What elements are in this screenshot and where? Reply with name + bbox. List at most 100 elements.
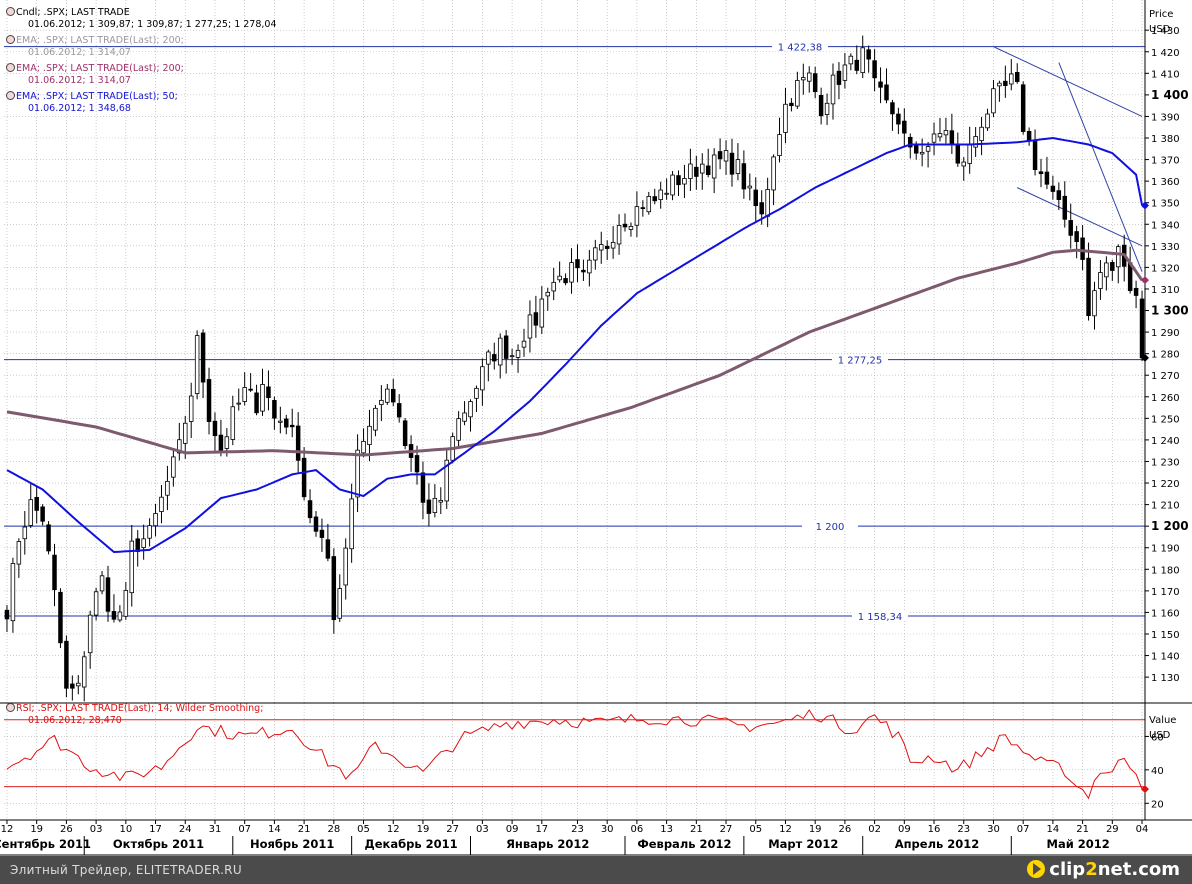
day-label: 30 <box>601 824 614 835</box>
candle-body <box>307 500 313 519</box>
candle-body <box>694 166 699 177</box>
candle-body <box>1050 185 1056 192</box>
candle-body <box>325 539 331 559</box>
candle-body <box>58 591 63 644</box>
candle-body <box>949 130 955 146</box>
month-label: Сентябрь 2011 <box>0 837 91 851</box>
candle-body <box>420 472 426 503</box>
rsi-tick-label: 40 <box>1151 766 1164 777</box>
level-label-bg <box>772 41 828 52</box>
candle-body <box>937 133 943 138</box>
candle-body <box>616 224 622 245</box>
legend-rsi: RSI; .SPX; LAST TRADE(Last); 14; Wilder … <box>6 703 263 727</box>
candle-body <box>188 395 194 422</box>
candle-body <box>664 192 669 195</box>
day-label: 19 <box>809 824 822 835</box>
candle-body <box>967 143 972 164</box>
candle-body <box>700 163 705 174</box>
candle-body <box>503 335 509 359</box>
series-toggle-icon[interactable] <box>6 703 15 712</box>
candle-body <box>438 499 444 503</box>
series-toggle-icon[interactable] <box>6 7 15 16</box>
candle-body <box>295 425 301 461</box>
candle-body <box>866 49 871 60</box>
candle-body <box>509 355 515 358</box>
candle-body <box>28 499 33 526</box>
rsi-grid <box>4 703 1145 820</box>
candle-body <box>379 399 384 405</box>
footer-source: Элитный Трейдер, ELITETRADER.RU <box>10 863 242 877</box>
candle-body <box>812 73 818 93</box>
candle-body <box>711 154 717 179</box>
candle-body <box>533 312 539 326</box>
price-tick-label: 1 260 <box>1151 393 1180 404</box>
candle-body <box>22 526 28 540</box>
day-label: 23 <box>957 824 970 835</box>
candle-body <box>432 497 438 513</box>
candle-body <box>741 163 747 190</box>
candle-body <box>260 384 265 412</box>
candle-body <box>705 165 711 176</box>
candle-body <box>254 392 259 414</box>
candle-body <box>87 614 93 654</box>
day-label: 03 <box>476 824 489 835</box>
series-toggle-icon[interactable] <box>6 35 15 44</box>
candle-body <box>171 456 176 478</box>
candle-body <box>765 189 770 217</box>
candle-body <box>902 120 907 134</box>
candle-body <box>159 496 164 512</box>
candle-body <box>646 196 652 213</box>
candle-body <box>444 459 449 502</box>
candle-body <box>278 420 283 423</box>
month-label: Ноябрь 2011 <box>250 837 334 851</box>
day-label: 21 <box>298 824 311 835</box>
candle-body <box>676 175 681 186</box>
price-tick-label: 1 410 <box>1151 69 1180 80</box>
day-label: 09 <box>506 824 519 835</box>
day-label: 30 <box>987 824 1000 835</box>
price-tick-label: 1 400 <box>1151 88 1189 102</box>
price-tick-label: 1 280 <box>1151 350 1180 361</box>
candle-body <box>581 269 586 273</box>
price-tick-label: 1 340 <box>1151 220 1180 231</box>
candle-body <box>1098 272 1103 289</box>
candle-body <box>824 102 830 115</box>
day-label: 06 <box>631 824 644 835</box>
brand-logo[interactable]: clip2net.com <box>1027 859 1180 880</box>
candle-body <box>997 82 1002 87</box>
candle-body <box>177 439 182 454</box>
candle-body <box>521 340 527 348</box>
day-label: 12 <box>779 824 792 835</box>
day-label: 16 <box>928 824 941 835</box>
trendlines <box>993 46 1143 272</box>
series-toggle-icon[interactable] <box>6 63 15 72</box>
price-tick-label: 1 140 <box>1151 652 1180 663</box>
candle-body <box>105 577 111 612</box>
candle-body <box>729 152 735 175</box>
candle-body <box>141 538 146 548</box>
price-tick-label: 1 390 <box>1151 112 1180 123</box>
candle-body <box>563 278 568 284</box>
day-label: 23 <box>571 824 584 835</box>
candle-body <box>1038 171 1044 175</box>
candle-body <box>236 402 241 405</box>
candle-body <box>117 611 123 621</box>
price-tick-label: 1 180 <box>1151 565 1180 576</box>
value-axis-title: Value <box>1149 715 1176 726</box>
candle-body <box>111 611 117 620</box>
day-label: 14 <box>1047 824 1060 835</box>
candle-body <box>385 388 390 403</box>
candle-body <box>76 682 81 687</box>
candle-body <box>337 588 343 619</box>
candle-body <box>1074 231 1079 242</box>
day-label: 17 <box>535 824 548 835</box>
legend-ema200-title: EMA; .SPX; LAST TRADE(Last); 200; <box>16 63 184 74</box>
price-tick-label: 1 370 <box>1151 156 1180 167</box>
price-tick-label: 1 230 <box>1151 457 1180 468</box>
candle-body <box>218 434 224 451</box>
price-tick-label: 1 160 <box>1151 608 1180 619</box>
candle-body <box>1062 195 1068 220</box>
candle-body <box>801 77 806 81</box>
month-label: Декабрь 2011 <box>364 837 457 851</box>
series-toggle-icon[interactable] <box>6 91 15 100</box>
